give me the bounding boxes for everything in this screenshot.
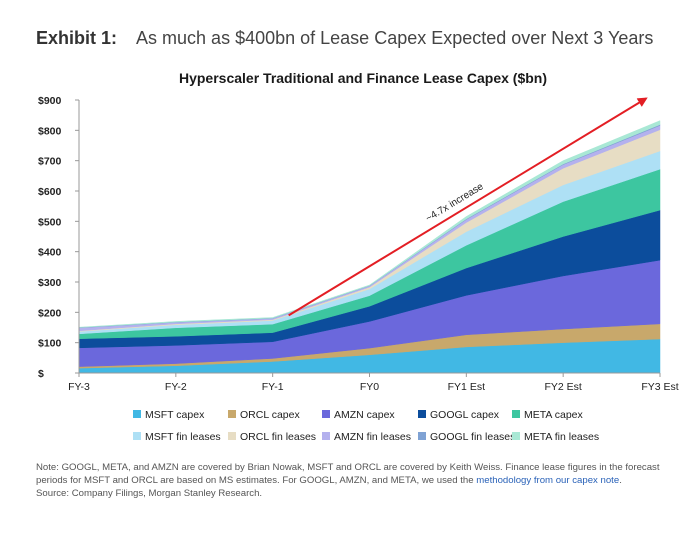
exhibit-label: Exhibit 1: [36,28,118,48]
legend-item-googl-fin-leases: GOOGL fin leases [418,431,515,443]
legend-swatch [228,432,236,440]
legend-swatch [322,410,330,418]
legend-item-msft-fin-leases: MSFT fin leases [133,431,221,443]
legend-label: ORCL fin leases [240,431,316,443]
legend-label: META fin leases [524,431,599,443]
x-tick-label: FY-1 [262,381,284,393]
methodology-link[interactable]: methodology from our capex note [476,474,620,486]
y-tick-label: $900 [38,95,62,107]
x-tick-label: FY-3 [68,381,90,393]
exhibit-header: Exhibit 1: As much as $400bn of Lease Ca… [36,28,653,49]
y-tick-label: $600 [38,186,62,198]
source-line: Source: Company Filings, Morgan Stanley … [36,487,263,499]
legend-item-meta-capex: META capex [512,409,583,421]
note-body: Note: GOOGL, META, and AMZN are covered … [36,462,660,486]
legend-swatch [133,432,141,440]
legend-item-amzn-capex: AMZN capex [322,409,395,421]
legend-swatch [228,410,236,418]
x-tick-label: FY0 [360,381,379,393]
exhibit-title: As much as $400bn of Lease Capex Expecte… [136,28,654,48]
x-tick-label: FY2 Est [544,381,581,393]
legend-item-amzn-fin-leases: AMZN fin leases [322,431,411,443]
legend-label: ORCL capex [240,409,300,421]
area-meta-fin-leases [78,120,661,328]
y-tick-label: $100 [38,338,62,350]
increase-arrow [288,97,648,317]
legend-label: MSFT fin leases [145,431,221,443]
legend-swatch [512,410,520,418]
x-tick-label: FY-2 [165,381,187,393]
note-text: Note: GOOGL, META, and AMZN are covered … [36,462,661,488]
legend-item-googl-capex: GOOGL capex [418,409,500,421]
legend-swatch [418,410,426,418]
y-tick-label: $800 [38,125,62,137]
legend-label: GOOGL fin leases [430,431,515,443]
legend-item-meta-fin-leases: META fin leases [512,431,599,443]
y-tick-label: $ [38,368,44,380]
chart-title: Hyperscaler Traditional and Finance Leas… [179,70,547,86]
lease-capex-chart: Hyperscaler Traditional and Finance Leas… [38,70,679,443]
legend-item-orcl-capex: ORCL capex [228,409,300,421]
y-tick-label: $200 [38,307,62,319]
legend-label: AMZN capex [334,409,395,421]
y-tick-label: $700 [38,156,62,168]
y-tick-label: $400 [38,247,62,259]
legend-label: AMZN fin leases [334,431,411,443]
legend-item-orcl-fin-leases: ORCL fin leases [228,431,316,443]
chart-notes: Note: GOOGL, META, and AMZN are covered … [36,462,661,500]
legend-swatch [322,432,330,440]
legend-label: GOOGL capex [430,409,500,421]
y-tick-label: $500 [38,216,62,228]
x-tick-label: FY1 Est [448,381,485,393]
legend-item-msft-capex: MSFT capex [133,409,205,421]
y-tick-label: $300 [38,277,62,289]
legend-label: MSFT capex [145,409,205,421]
legend-swatch [512,432,520,440]
x-tick-label: FY3 Est [641,381,678,393]
legend-swatch [133,410,141,418]
legend-label: META capex [524,409,583,421]
legend-swatch [418,432,426,440]
note-end: . [619,474,622,486]
